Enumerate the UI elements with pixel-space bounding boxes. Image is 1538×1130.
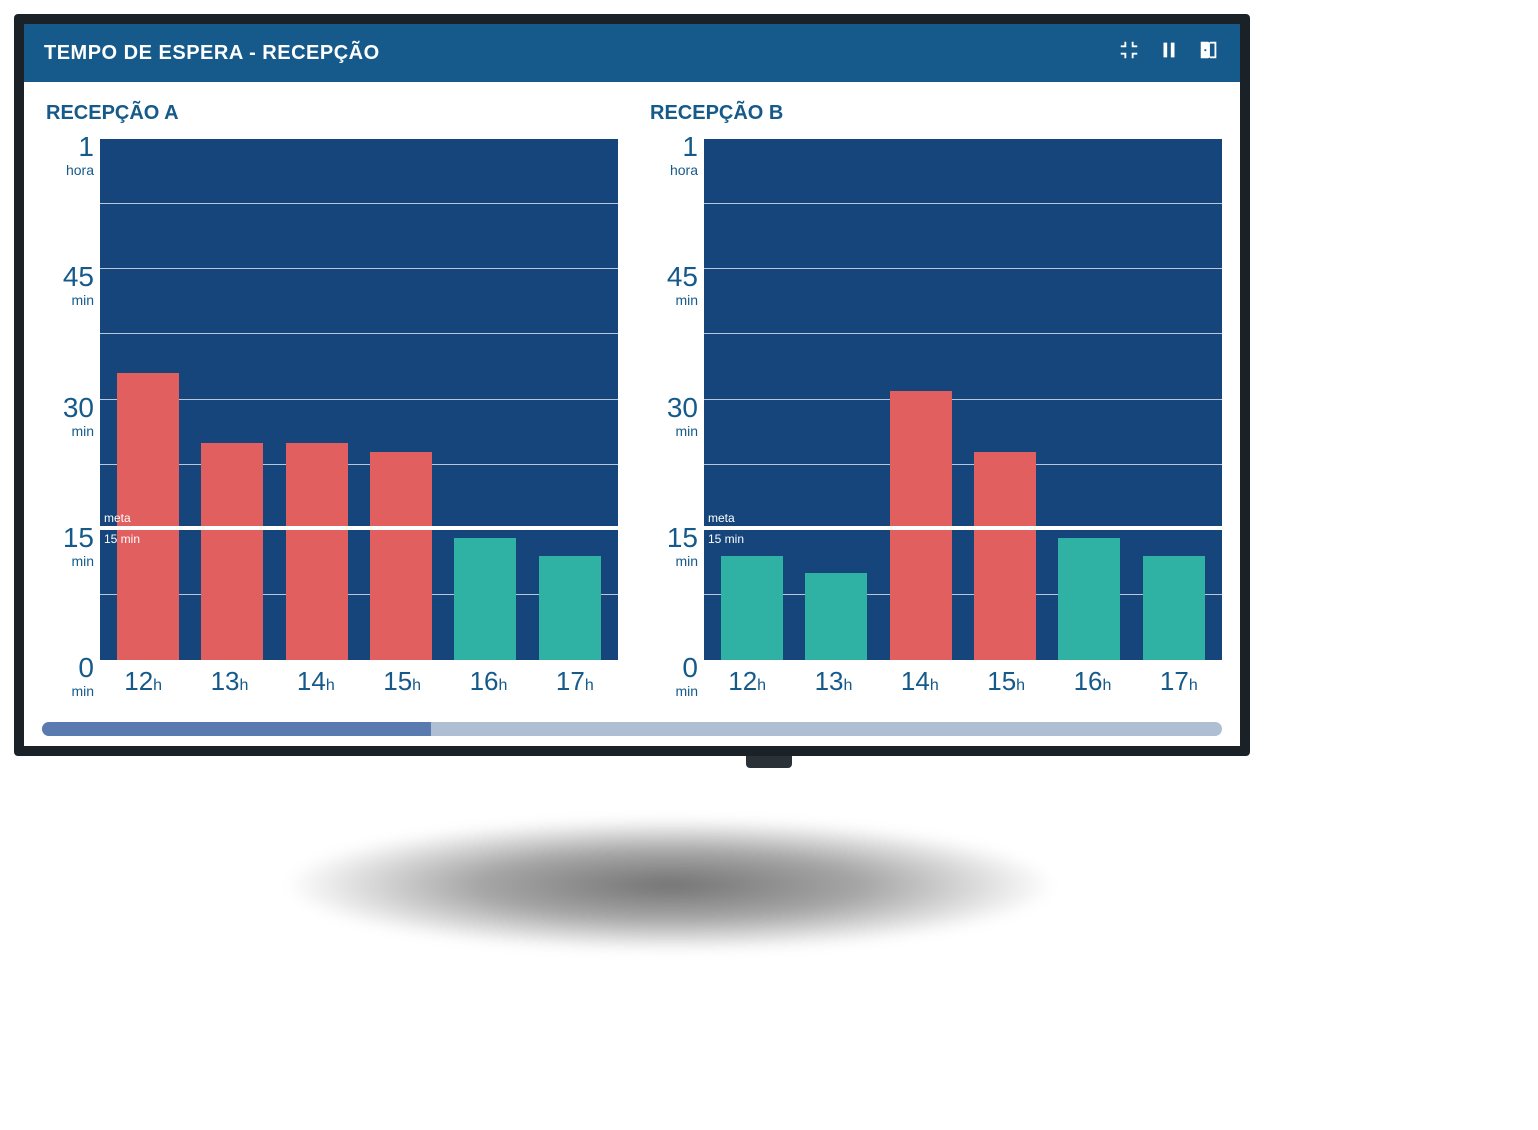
- x-tick-label: 17h: [1136, 660, 1222, 700]
- y-tick-label: 0min: [71, 654, 94, 698]
- bar: [721, 556, 783, 660]
- progress-fill: [42, 722, 431, 736]
- plot-area: meta 15 min: [704, 139, 1222, 660]
- target-label-bottom: 15 min: [708, 533, 744, 546]
- y-tick-label: 15min: [667, 524, 698, 568]
- bar: [805, 573, 867, 660]
- panels-row: RECEPÇÃO A 1hora 45min 30min 15min 0min meta 15…: [42, 100, 1222, 700]
- monitor-frame: TEMPO DE ESPERA - RECEPÇÃO RECEPÇÃO A 1ho…: [14, 14, 1250, 756]
- y-tick-label: 15min: [63, 524, 94, 568]
- x-tick-label: 15h: [963, 660, 1049, 700]
- plot-area: meta 15 min: [100, 139, 618, 660]
- panel-title: RECEPÇÃO B: [650, 102, 1222, 125]
- chart-wrap: 1hora45min30min15min0minmeta15 min: [42, 139, 618, 660]
- bar: [1143, 556, 1205, 660]
- chart-wrap: 1hora45min30min15min0minmeta15 min: [646, 139, 1222, 660]
- bar: [286, 443, 348, 660]
- x-tick-label: 12h: [100, 660, 186, 700]
- x-axis: 12h13h14h15h16h17h: [100, 660, 618, 700]
- y-tick-label: 1hora: [670, 133, 698, 177]
- x-tick-label: 14h: [877, 660, 963, 700]
- target-label-top: meta: [104, 512, 131, 525]
- chart-panel: RECEPÇÃO A 1hora 45min 30min 15min 0min meta 15…: [42, 100, 618, 700]
- y-tick-label: 1hora: [66, 133, 94, 177]
- chart-panel: RECEPÇÃO B 1hora 45min 30min 15min 0min meta 15…: [646, 100, 1222, 700]
- header-icons: [1118, 39, 1220, 67]
- x-tick-label: 15h: [359, 660, 445, 700]
- content-area: RECEPÇÃO A 1hora 45min 30min 15min 0min meta 15…: [24, 82, 1240, 746]
- bar: [454, 538, 516, 660]
- fullscreen-exit-icon[interactable]: [1118, 39, 1140, 67]
- progress-bar: [42, 722, 1222, 736]
- y-tick-label: 30min: [667, 394, 698, 438]
- y-axis: 1hora45min30min15min0min: [42, 139, 100, 660]
- bar: [974, 452, 1036, 660]
- bars-container: [100, 139, 618, 660]
- panel-title: RECEPÇÃO A: [46, 102, 618, 125]
- x-tick-label: 16h: [1049, 660, 1135, 700]
- bar: [201, 443, 263, 660]
- header-title: TEMPO DE ESPERA - RECEPÇÃO: [44, 42, 380, 65]
- x-axis: 12h13h14h15h16h17h: [704, 660, 1222, 700]
- target-line: [100, 526, 618, 530]
- x-tick-label: 12h: [704, 660, 790, 700]
- bars-container: [704, 139, 1222, 660]
- bar: [370, 452, 432, 660]
- pause-icon[interactable]: [1158, 39, 1180, 67]
- y-axis: 1hora45min30min15min0min: [646, 139, 704, 660]
- x-tick-label: 13h: [186, 660, 272, 700]
- target-label-bottom: 15 min: [104, 533, 140, 546]
- x-tick-label: 17h: [532, 660, 618, 700]
- target-label-top: meta: [708, 512, 735, 525]
- x-tick-label: 13h: [790, 660, 876, 700]
- monitor-shadow: [120, 790, 1220, 980]
- bar: [1058, 538, 1120, 660]
- header-bar: TEMPO DE ESPERA - RECEPÇÃO: [24, 24, 1240, 82]
- exit-icon[interactable]: [1198, 39, 1220, 67]
- y-tick-label: 0min: [675, 654, 698, 698]
- y-tick-label: 30min: [63, 394, 94, 438]
- monitor-stub: [746, 756, 792, 768]
- bar: [539, 556, 601, 660]
- x-tick-label: 16h: [445, 660, 531, 700]
- y-tick-label: 45min: [667, 263, 698, 307]
- target-line: [704, 526, 1222, 530]
- x-tick-label: 14h: [273, 660, 359, 700]
- y-tick-label: 45min: [63, 263, 94, 307]
